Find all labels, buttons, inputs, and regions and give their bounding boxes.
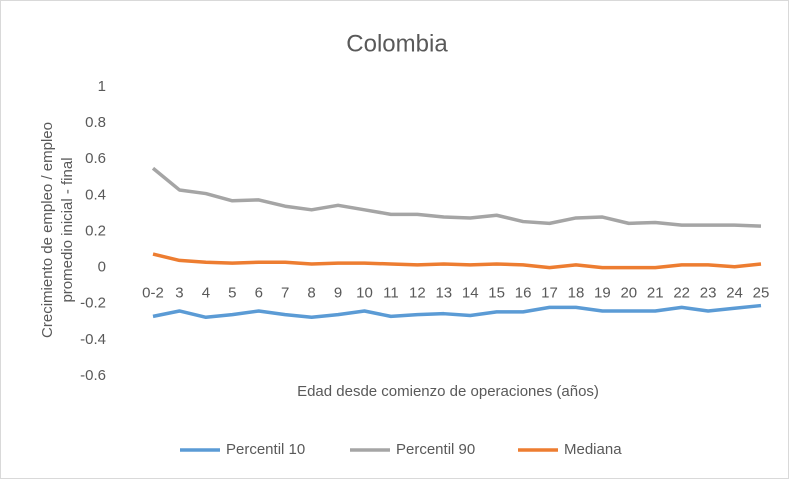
x-tick-label: 13 <box>435 285 452 302</box>
x-tick-label: 20 <box>620 285 637 302</box>
y-tick-label: -0.6 <box>80 367 106 384</box>
y-tick-label: 0.4 <box>85 186 106 203</box>
y-tick-label: 0.6 <box>85 150 106 167</box>
y-label-line: Crecimiento de empleo / empleo <box>39 122 56 338</box>
legend-label: Percentil 10 <box>226 441 305 458</box>
x-tick-label: 4 <box>202 285 210 302</box>
y-axis-label: Crecimiento de empleo / empleo promedio … <box>39 122 76 338</box>
x-tick-label: 11 <box>383 285 399 302</box>
x-tick-label: 7 <box>281 285 289 302</box>
x-tick-label: 10 <box>356 285 373 302</box>
x-tick-label: 9 <box>334 285 342 302</box>
x-tick-label: 12 <box>409 285 426 302</box>
series-line <box>152 252 762 270</box>
y-tick-label: 0.2 <box>85 222 106 239</box>
x-tick-label: 15 <box>488 285 505 302</box>
y-tick-label: 0.8 <box>85 114 106 131</box>
legend-label: Percentil 90 <box>396 441 475 458</box>
legend-label: Mediana <box>564 441 622 458</box>
x-tick-label: 3 <box>175 285 183 302</box>
x-tick-label: 22 <box>673 285 690 302</box>
x-tick-label: 18 <box>568 285 585 302</box>
x-tick-label: 25 <box>753 285 770 302</box>
y-tick-label: 0 <box>98 259 106 276</box>
y-label-line: promedio inicial - final <box>59 157 76 302</box>
x-tick-label: 16 <box>515 285 532 302</box>
x-tick-label: 0-2 <box>142 285 164 302</box>
y-tick-label: -0.2 <box>80 295 106 312</box>
x-tick-label: 23 <box>700 285 717 302</box>
x-tick-label: 21 <box>647 285 664 302</box>
x-tick-label: 24 <box>726 285 743 302</box>
series-line <box>151 166 762 228</box>
series-line <box>152 303 762 320</box>
y-tick-label: -0.4 <box>80 331 106 348</box>
x-tick-label: 19 <box>594 285 611 302</box>
chart-title: Colombia <box>346 30 448 57</box>
x-tick-label: 17 <box>541 285 558 302</box>
x-tick-label: 14 <box>462 285 479 302</box>
y-tick-label: 1 <box>98 78 106 95</box>
x-tick-label: 8 <box>307 285 315 302</box>
x-tick-label: 6 <box>255 285 263 302</box>
x-axis-label: Edad desde comienzo de operaciones (años… <box>297 383 599 400</box>
x-tick-label: 5 <box>228 285 236 302</box>
